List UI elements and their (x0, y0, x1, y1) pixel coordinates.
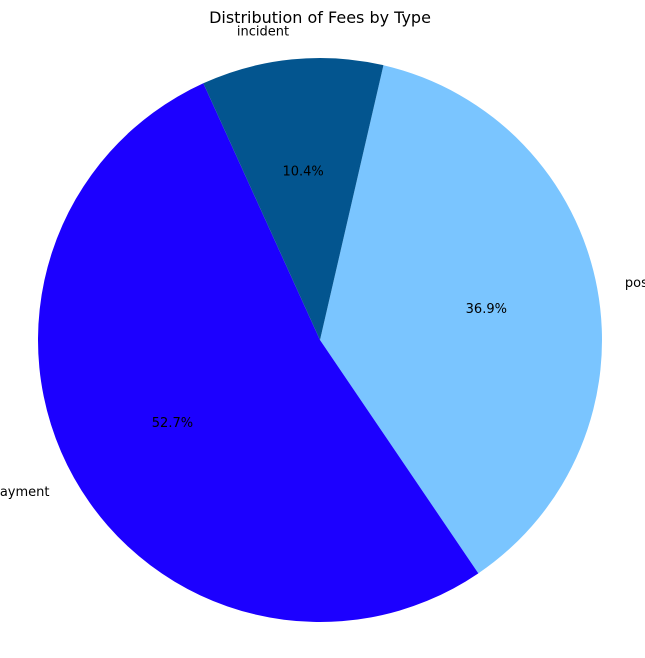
pie-slice-incident (203, 57, 384, 340)
slice-label-instant-payment: instant_payment (0, 485, 49, 500)
pie-slice-instant-payment (37, 83, 479, 623)
chart-title: Distribution of Fees by Type (209, 8, 431, 27)
slice-pct-label-incident: 10.4% (282, 165, 323, 180)
pie-slice-postpone (320, 65, 602, 574)
pie-labels: postpone 36.9% instant_payment 52.7% inciden… (0, 24, 645, 499)
slice-label-postpone: postpone (625, 276, 645, 291)
pie-slices (37, 57, 602, 623)
slice-label-incident: incident (237, 24, 289, 39)
slice-pct-label-instant-payment: 52.7% (152, 416, 193, 431)
slice-pct-label-postpone: 36.9% (466, 302, 507, 317)
